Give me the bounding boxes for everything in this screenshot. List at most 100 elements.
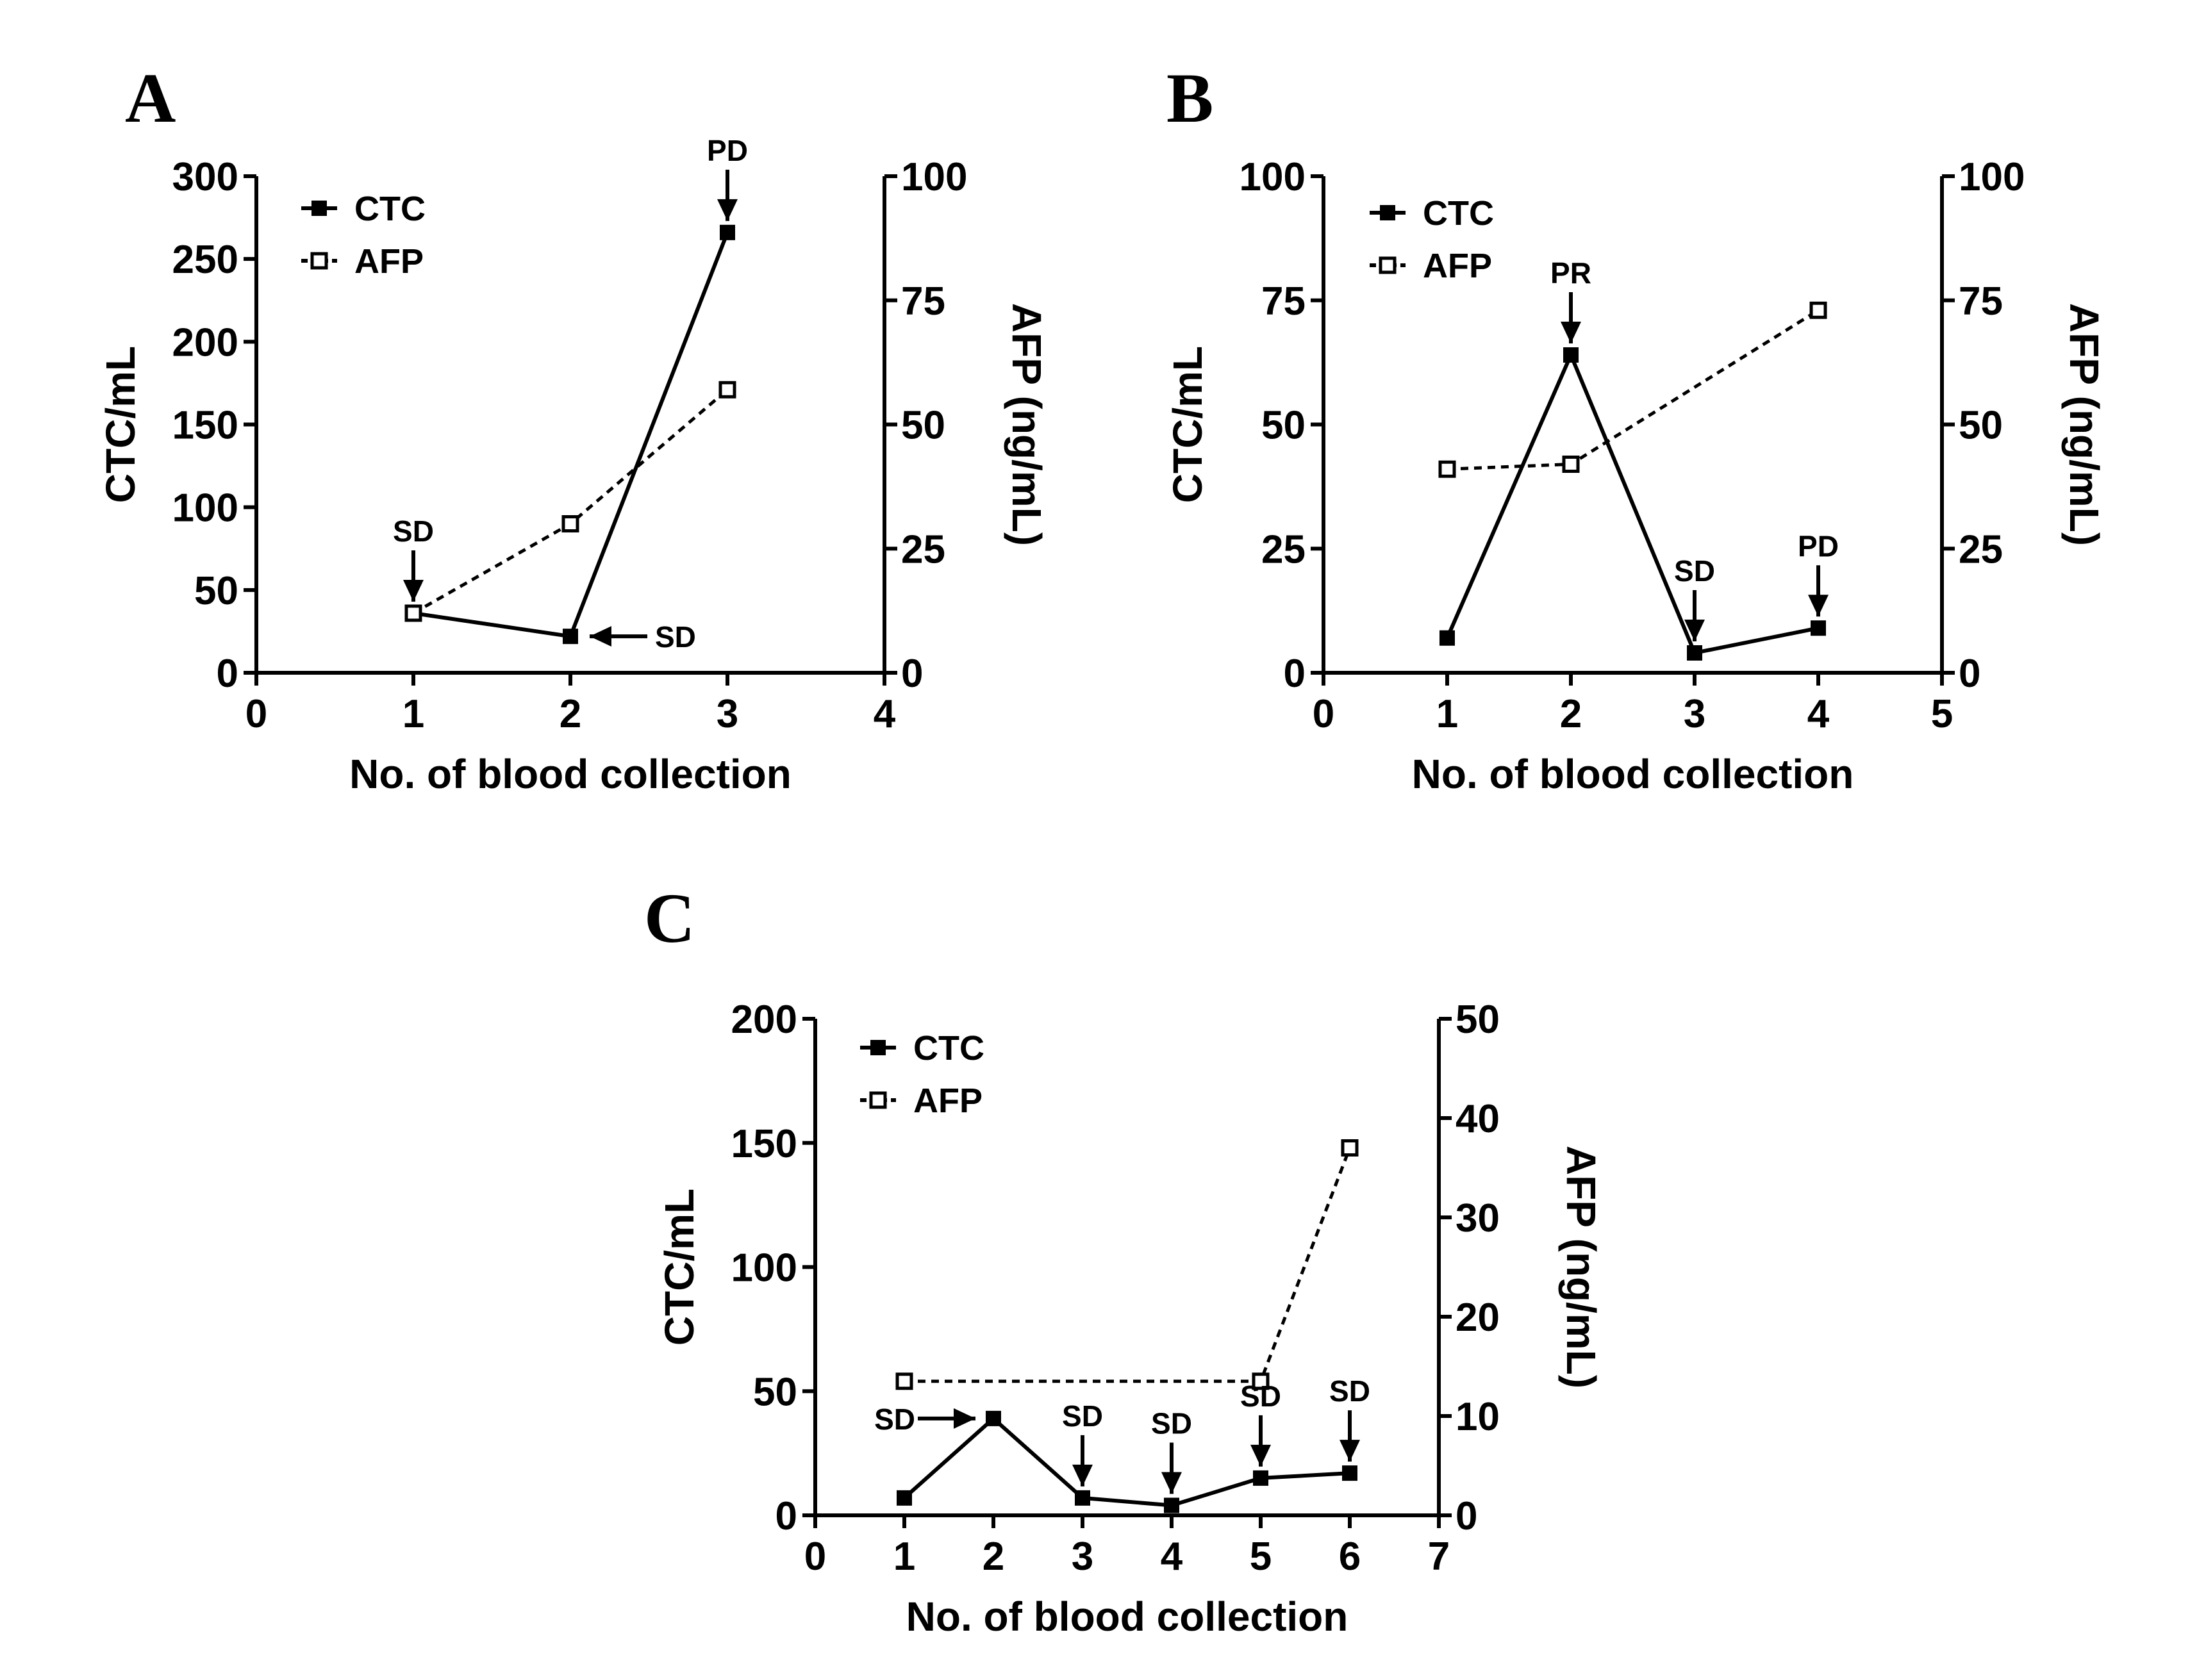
panel-b-y-tick-label-left: 100 [1240,155,1306,199]
panel-b-legend-entry-afp: AFP [1370,247,1492,285]
panel-c-x-tick-label: 7 [1428,1535,1450,1579]
panel-a-ctc-point [563,629,578,645]
panel-a-afp-point [561,515,579,532]
panel-b-afp-point [1809,301,1827,319]
panel-a-annotation-label: SD [393,515,434,548]
panel-b-annotation-label: PD [1798,529,1839,563]
panel-a-y-tick-label-left: 150 [172,404,238,448]
panel-a-afp-point [718,381,736,399]
panel-b-y-tick-label-left: 25 [1261,527,1306,572]
panel-b-y-tick-label-right: 75 [1959,279,2003,324]
panel-a-legend-entry-ctc: CTC [301,190,426,228]
panel-b-x-tick-label: 3 [1684,692,1705,736]
panel-c-y-axis-title-left: CTC/mL [656,1189,702,1346]
panel-b-x-tick-label: 0 [1313,692,1334,736]
panel-c-annotation-arrow-head [1072,1464,1093,1486]
panel-c-x-tick-label: 6 [1339,1535,1361,1579]
panel-c-x-axis-title: No. of blood collection [906,1594,1348,1640]
panel-c-annotation-sd: SD [1240,1379,1281,1467]
panel-c-annotation-label: SD [1329,1374,1370,1408]
panel-c-x-tick-label: 5 [1250,1535,1272,1579]
panel-a-annotation-arrow [590,626,647,647]
panel-b-legend-label: CTC [1423,194,1494,233]
panel-b-annotation-pd: PD [1798,529,1839,617]
panel-c-y-tick-label-right: 20 [1456,1296,1500,1340]
panel-c-y-tick-label-right: 10 [1456,1395,1500,1439]
panel-c-y-tick-label-left: 100 [731,1246,797,1290]
panel-b-annotation-arrow-head [1808,595,1829,617]
panel-a-y-tick-label-left: 200 [172,320,238,365]
panel-b-annotation-label: PR [1550,256,1591,290]
panel-c-x-tick-label: 0 [804,1535,826,1579]
panel-c-ctc-point [1253,1470,1268,1486]
panel-b-annotation-sd: SD [1674,554,1715,641]
panel-c-y-tick-label-right: 30 [1456,1196,1500,1240]
panel-c-y-tick-label-left: 200 [731,998,797,1042]
panel-b-annotation-arrow [1684,590,1705,641]
panel-c-x-tick-label: 1 [893,1535,915,1579]
panel-c-ctc-point [1164,1497,1179,1513]
panel-c-legend-entry-ctc: CTC [860,1029,984,1067]
panel-c-ctc-point [897,1490,912,1506]
panel-c-annotation-arrow [1250,1415,1271,1467]
panel-c-y-axis-title-right: AFP (ng/mL) [1558,1146,1604,1388]
panel-c-y-tick-label-left: 0 [776,1494,797,1538]
panel-b-y-tick-label-right: 25 [1959,527,2003,572]
panel-c-y-tick-label-right: 40 [1456,1097,1500,1141]
panel-c-ctc-point [986,1410,1001,1426]
panel-b-ctc-point [1811,620,1826,636]
panel-b-x-tick-label: 4 [1807,692,1830,736]
panel-c-ctc-point [1075,1490,1090,1506]
panel-c-annotation-label: SD [874,1403,915,1436]
panel-c-series-afp-line [904,1147,1352,1383]
panel-c-afp-point [895,1372,913,1390]
panel-b-legend-entry-ctc: CTC [1370,194,1494,233]
panel-c-annotation-arrow-head [1340,1440,1360,1462]
panel-b-y-tick-label-right: 0 [1959,652,1980,696]
panel-b-ctc-point [1563,347,1579,363]
panel-c-annotation-arrow [1161,1442,1182,1494]
panel-a-y-tick-label-right: 25 [901,527,945,572]
panel-a-y-tick-label-left: 300 [172,155,238,199]
panel-c-y-tick-label-right: 50 [1456,998,1500,1042]
panel-a-legend-label: CTC [354,190,426,228]
panel-a-x-axis-title: No. of blood collection [349,751,792,797]
panel-a-series-afp-line [412,388,729,615]
panel-c-annotation-arrow [1072,1435,1093,1486]
panel-a-annotation-pd: PD [707,134,748,221]
panel-c-letter: C [644,879,695,957]
panel-a-y-axis-title-left: CTC/mL [97,346,144,503]
panel-b-letter: B [1166,59,1213,137]
panel-b-annotation-arrow-head [1561,322,1581,343]
panel-b-y-tick-label-left: 75 [1261,279,1306,324]
panel-a-y-tick-label-right: 50 [901,404,945,448]
panel-c-annotation-label: SD [1151,1407,1192,1440]
panel-c-x-tick-label: 2 [983,1535,1004,1579]
panel-b-legend-label: AFP [1423,247,1492,285]
panel-c-annotation-sd: SD [1151,1407,1192,1494]
panel-c-legend-entry-afp: AFP [860,1082,983,1120]
panel-c-annotation-arrow-head [954,1408,975,1429]
panel-b-afp-point [1562,456,1580,473]
panel-b-annotation-pr: PR [1550,256,1591,343]
panel-a-ctc-point [720,224,735,240]
panel-a-y-tick-label-left: 0 [217,652,238,696]
panel-b-x-tick-label: 5 [1931,692,1953,736]
panel-b-ctc-point [1439,630,1455,646]
panel-c-afp-point [1252,1372,1270,1390]
panel-b-x-tick-label: 2 [1560,692,1582,736]
panel-a-annotation-label: SD [655,620,696,654]
panel-b-y-tick-label-left: 0 [1284,652,1306,696]
panel-a-series-ctc-line [413,231,729,639]
panel-c-legend-marker [870,1040,886,1055]
panel-c-legend-label: AFP [913,1082,983,1120]
panel-c-x-tick-label: 3 [1072,1535,1093,1579]
panel-a-y-tick-label-right: 0 [901,652,923,696]
panel-c-legend-marker [869,1091,887,1109]
panel-b-annotation-arrow [1561,292,1581,343]
panel-a-annotation-arrow [717,169,738,221]
panel-b-x-axis-title: No. of blood collection [1412,751,1854,797]
